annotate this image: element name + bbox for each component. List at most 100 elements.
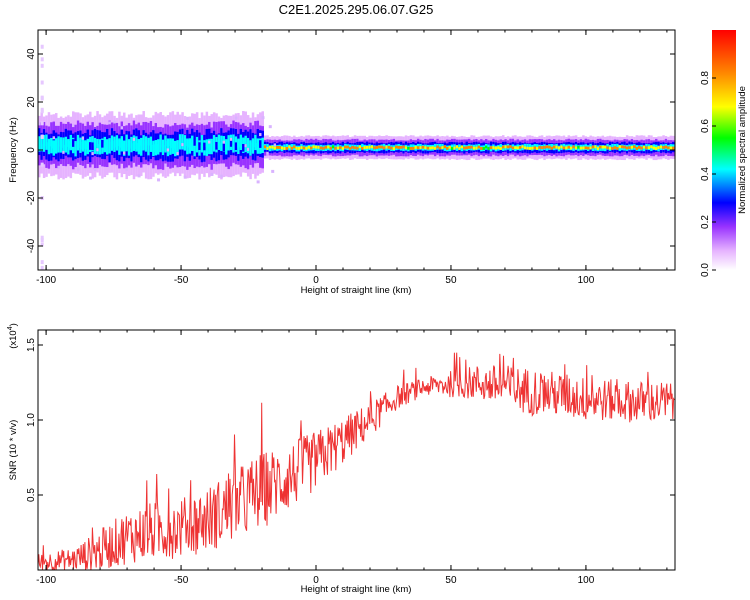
spectrogram-cell (157, 144, 160, 152)
spectrogram-cell (657, 146, 660, 150)
spectrogram-cell (552, 145, 556, 149)
spectrogram-cell (475, 146, 478, 150)
spectrogram-cell (42, 135, 46, 151)
spectrogram-cell (108, 142, 111, 150)
spectrogram-cell (470, 145, 473, 149)
spectrogram-cell (443, 145, 447, 149)
spectrogram-cell (178, 141, 182, 150)
spectrogram-speckle (57, 165, 61, 169)
spectrogram-cell (256, 143, 260, 151)
spectrogram-cell (118, 139, 121, 155)
spectrogram-cell (52, 140, 56, 149)
spectrogram-cell (438, 146, 442, 150)
spectrogram-speckle (40, 238, 44, 243)
spectrogram-cell (436, 145, 439, 149)
y-tick-label: 0 (26, 147, 37, 153)
spectrogram-y-ticks: -40 -20 0 20 40 (26, 48, 675, 253)
spectrogram-cell (327, 145, 330, 149)
x-tick-label: 100 (578, 575, 595, 586)
spectrogram-speckle (229, 137, 233, 141)
spectrogram-heatmap (38, 44, 675, 270)
y-tick-label: 1.0 (26, 413, 37, 427)
spectrogram-cell (433, 146, 437, 150)
spectrogram-cell (528, 144, 532, 150)
spectrogram-cell (152, 144, 155, 153)
chart-title: C2E1.2025.295.06.07.G25 (279, 2, 434, 17)
spectrogram-cell (540, 146, 544, 150)
spectrogram-speckle (208, 140, 212, 144)
spectrogram-cell (310, 146, 313, 150)
spectrogram-cell (295, 146, 298, 150)
spectrogram-cell (110, 141, 114, 150)
spectrogram-speckle (40, 265, 44, 270)
spectrogram-cell (285, 143, 289, 150)
spectrogram-speckle (273, 143, 277, 147)
spectrogram-cell (149, 137, 153, 146)
spectrogram-speckle (244, 144, 248, 148)
spectrogram-cell (625, 146, 629, 150)
snr-frame (37, 329, 676, 571)
spectrogram-speckle (40, 95, 44, 100)
spectrogram-speckle (181, 143, 185, 147)
spectrogram-cell (606, 146, 609, 150)
spectrogram-cell (210, 138, 213, 147)
spectrogram-cell (640, 146, 643, 150)
spectrogram-cell (273, 146, 277, 150)
spectrogram-cell (433, 143, 437, 150)
spectrogram-speckle (123, 151, 127, 155)
spectrogram-cell (659, 145, 663, 149)
spectrogram-cell (548, 145, 551, 149)
spectrogram-cell (385, 145, 388, 149)
snr-panel: -100 -50 0 50 100 0.5 1.0 1.5 Height of straig… (7, 323, 676, 595)
spectrogram-speckle (81, 136, 85, 140)
spectrogram-cell (239, 139, 243, 148)
spectrogram-cell (591, 145, 595, 149)
spectrogram-cell (589, 146, 592, 150)
spectrogram-speckle (108, 121, 112, 125)
spectrogram-cell (414, 145, 418, 149)
spectrogram-cell (132, 135, 136, 151)
spectrogram-speckle (91, 152, 95, 156)
spectrogram-cell (509, 145, 512, 149)
y-tick-label: 0.5 (26, 488, 37, 502)
spectrogram-cell (535, 147, 539, 150)
spectrogram-cell (550, 146, 554, 150)
colorbar-label: Normalized spectral amplitude (737, 86, 748, 214)
spectrogram-cell (633, 145, 636, 149)
spectrogram-cell (115, 139, 119, 148)
spectrogram-cell (574, 146, 578, 150)
spectrogram-cell (132, 143, 136, 151)
spectrogram-cell (579, 146, 583, 150)
spectrogram-cell (647, 146, 651, 150)
spectrogram-cell (450, 147, 454, 150)
snr-x-ticks: -100 -50 0 50 100 (36, 330, 668, 586)
spectrogram-speckle (93, 168, 97, 172)
snr-y-multiplier: (x104) (7, 323, 19, 349)
spectrogram-cell (232, 134, 235, 150)
spectrogram-cell (555, 145, 558, 149)
spectrogram-cell (140, 140, 143, 156)
spectrogram-cell (159, 144, 162, 153)
spectrogram-cell (467, 145, 471, 149)
spectrogram-cell (176, 141, 179, 149)
spectrogram-cell (249, 140, 252, 156)
spectrogram-cell (407, 146, 410, 150)
spectrogram-cell (324, 145, 328, 149)
spectrogram-speckle (259, 133, 263, 137)
spectrogram-cell (472, 146, 476, 150)
colorbar-tick-label: 0.8 (700, 71, 711, 85)
spectrogram-cell (229, 139, 233, 147)
spectrogram-speckle (52, 136, 56, 140)
spectrogram-cell (45, 138, 48, 147)
spectrogram-cell (288, 145, 291, 149)
spectrogram-cell (599, 145, 602, 149)
snr-y-ticks: 0.5 1.0 1.5 (26, 338, 675, 502)
spectrogram-cell (521, 145, 524, 149)
spectrogram-speckle (266, 151, 270, 155)
spectrogram-speckle (62, 150, 66, 154)
spectrogram-cell (154, 144, 158, 153)
spectrogram-cell (244, 144, 247, 153)
spectrogram-cell (358, 145, 362, 149)
spectrogram-cell (137, 143, 141, 151)
spectrogram-cell (305, 147, 308, 150)
